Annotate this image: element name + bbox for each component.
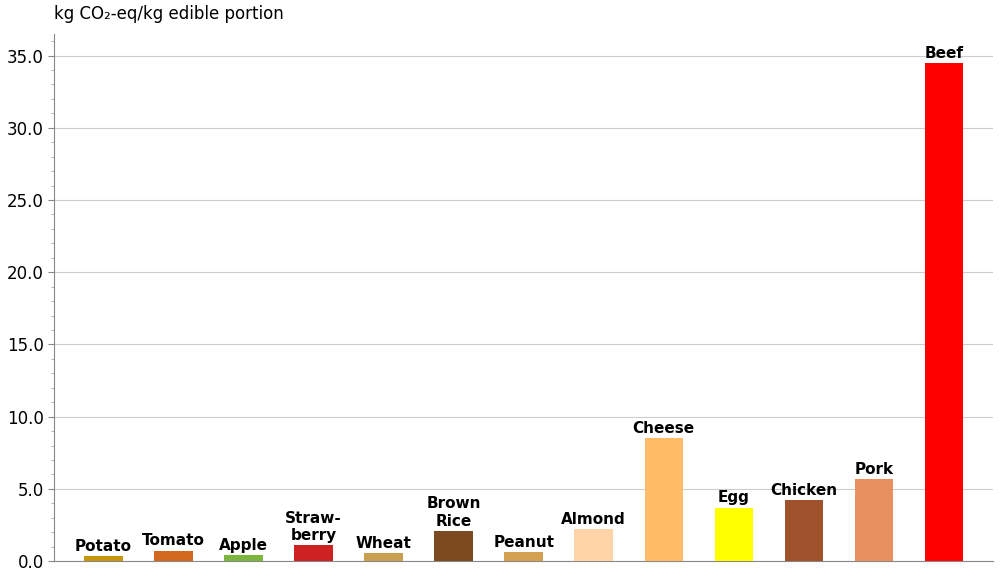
Text: kg CO₂-eq/kg edible portion: kg CO₂-eq/kg edible portion <box>54 5 284 23</box>
Text: Pork: Pork <box>854 461 894 477</box>
Text: Brown
Rice: Brown Rice <box>426 496 481 529</box>
Text: Chicken: Chicken <box>770 483 837 498</box>
Text: Apple: Apple <box>219 538 268 553</box>
Bar <box>645 438 683 561</box>
Text: Wheat: Wheat <box>356 536 411 551</box>
Bar <box>574 529 613 561</box>
Bar <box>855 479 893 561</box>
Text: Tomato: Tomato <box>142 533 205 548</box>
Text: Cheese: Cheese <box>633 421 695 436</box>
Bar <box>224 555 263 561</box>
Bar <box>84 556 123 561</box>
Bar <box>504 552 543 561</box>
Bar <box>364 553 403 561</box>
Bar <box>785 500 823 561</box>
Bar <box>925 63 963 561</box>
Text: Almond: Almond <box>561 512 626 527</box>
Text: Peanut: Peanut <box>493 535 554 550</box>
Bar <box>154 551 193 561</box>
Bar <box>294 545 333 561</box>
Text: Beef: Beef <box>925 46 964 61</box>
Text: Straw-
berry: Straw- berry <box>285 511 342 543</box>
Bar <box>434 531 473 561</box>
Bar <box>715 508 753 561</box>
Text: Egg: Egg <box>718 490 750 505</box>
Text: Potato: Potato <box>75 539 132 554</box>
